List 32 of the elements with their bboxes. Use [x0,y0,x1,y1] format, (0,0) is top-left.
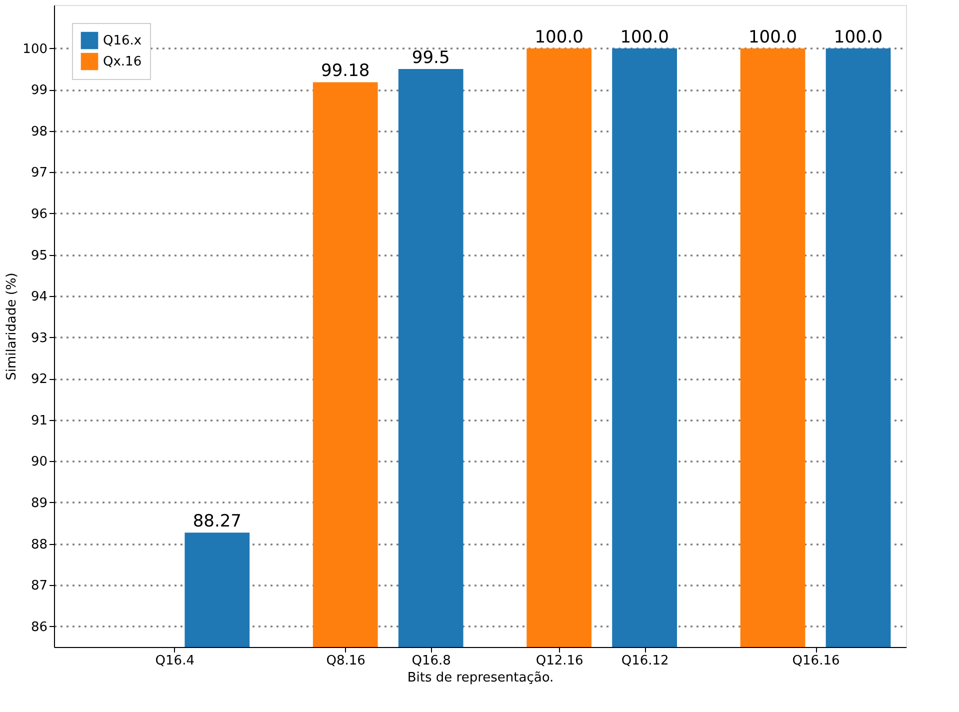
data-label: 100.0 [748,27,798,48]
y-tick-label: 97 [30,166,48,181]
legend-label: Qx.16 [103,54,142,70]
data-label: 100.0 [834,27,883,48]
legend-label: Q16.x [103,34,142,48]
y-tick-label: 94 [30,290,48,305]
y-tick-label: 88 [30,537,48,552]
y-tick-label: 86 [30,620,48,635]
x-tick-label: Q12.16 [536,654,584,668]
y-tick-label: 91 [30,413,48,428]
y-tick-label: 99 [30,83,48,98]
y-tick-label: 87 [30,578,48,594]
x-tick-label: Q16.16 [792,654,840,668]
y-tick-label: 100 [22,42,48,57]
data-label: 99.5 [412,48,450,68]
data-label: 88.27 [192,512,242,532]
y-tick-label: 95 [30,248,48,264]
x-axis-title: Bits de representação. [407,670,554,686]
x-tick-label: Q16.4 [155,654,194,668]
x-tick-label: Q8.16 [326,654,366,668]
y-tick-label: 89 [30,496,48,511]
y-tick-label: 92 [30,372,48,388]
data-label: 100.0 [534,27,584,48]
data-label: 99.18 [321,61,370,82]
y-tick-label: 98 [30,124,48,140]
y-axis-title: Similaridade (%) [4,272,20,380]
x-tick-label: Q16.8 [412,654,451,668]
y-tick-label: 96 [30,206,48,222]
y-tick-label: 93 [30,330,48,346]
x-tick-label: Q16.12 [621,654,669,668]
y-tick-label: 90 [30,454,48,470]
data-label: 100.0 [620,27,669,48]
